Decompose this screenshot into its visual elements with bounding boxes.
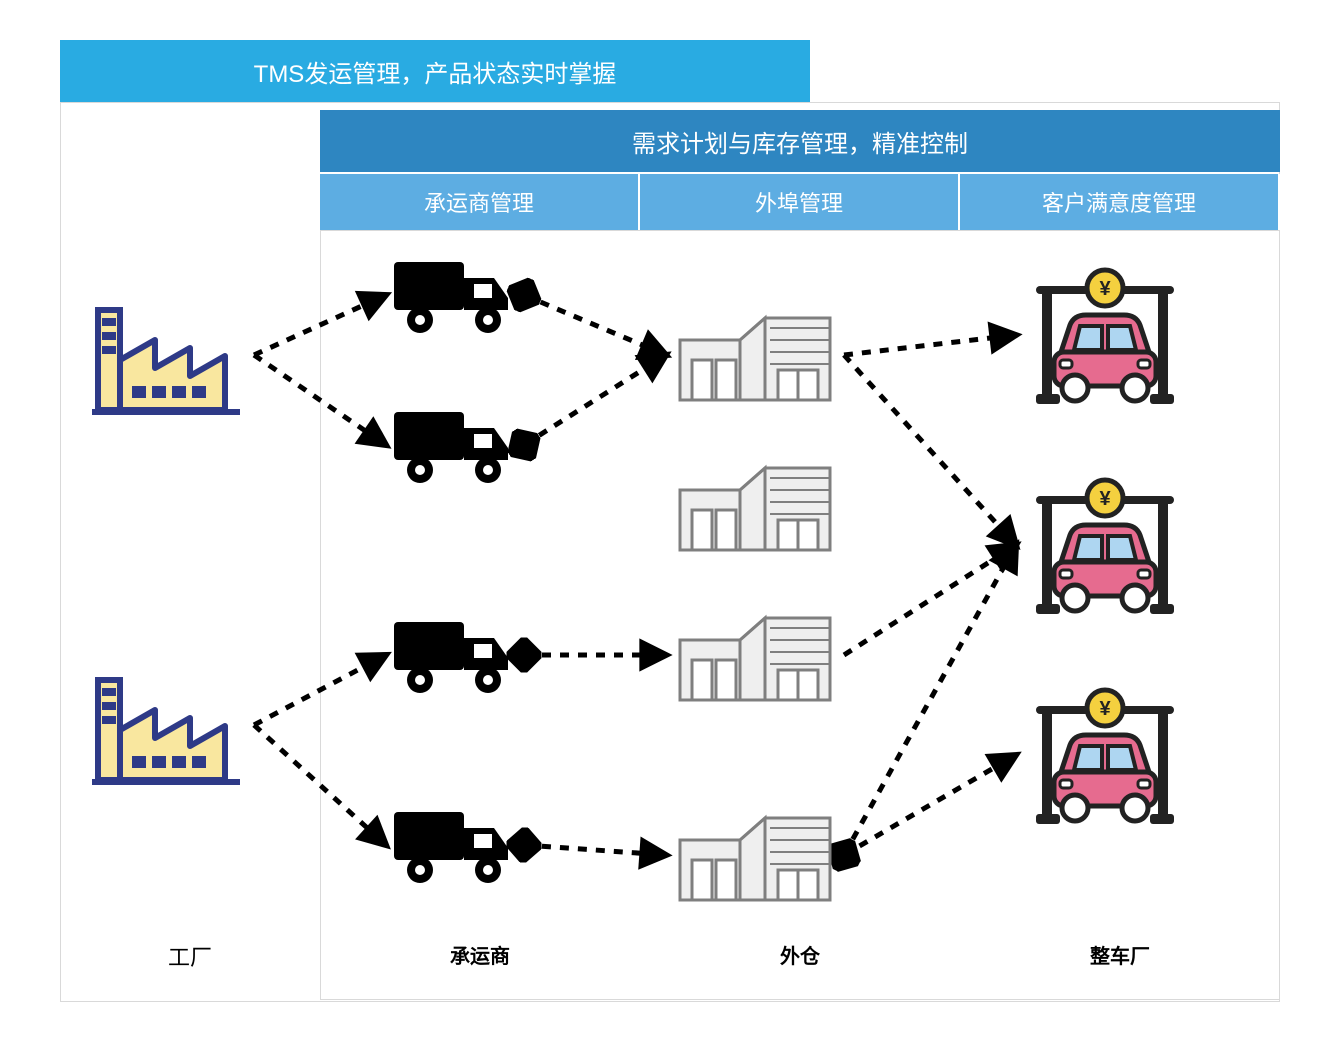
label-oem: 整车厂 [1030, 940, 1210, 969]
label-carrier: 承运商 [390, 940, 570, 969]
truck-icon [390, 800, 520, 890]
warehouse-icon [670, 800, 840, 910]
car-lift-icon: ¥ [1020, 260, 1190, 410]
subhead-satisfaction-text: 客户满意度管理 [1042, 186, 1196, 218]
truck-icon [390, 610, 520, 700]
truck-icon [390, 250, 520, 340]
subhead-external: 外埠管理 [640, 174, 960, 230]
factory-icon [90, 660, 250, 790]
label-warehouse: 外仓 [710, 940, 890, 969]
subhead-satisfaction: 客户满意度管理 [960, 174, 1280, 230]
label-factory-text: 工厂 [168, 945, 212, 970]
label-warehouse-text: 外仓 [780, 946, 820, 968]
label-carrier-text: 承运商 [450, 946, 510, 968]
label-factory: 工厂 [110, 940, 270, 972]
factory-icon [90, 290, 250, 420]
diagram-canvas: TMS发运管理，产品状态实时掌握 需求计划与库存管理，精准控制 承运商管理 外埠… [50, 40, 1286, 1014]
car-lift-icon: ¥ [1020, 470, 1190, 620]
svg-text:¥: ¥ [1099, 488, 1111, 510]
subhead-carrier-text: 承运商管理 [424, 186, 534, 218]
warehouse-icon [670, 600, 840, 710]
banner-tms: TMS发运管理，产品状态实时掌握 [60, 40, 810, 102]
warehouse-icon [670, 300, 840, 410]
banner-demand: 需求计划与库存管理，精准控制 [320, 110, 1280, 172]
svg-text:¥: ¥ [1099, 698, 1111, 720]
truck-icon [390, 400, 520, 490]
warehouse-icon [670, 450, 840, 560]
label-oem-text: 整车厂 [1090, 946, 1150, 968]
subhead-carrier: 承运商管理 [320, 174, 640, 230]
banner-demand-text: 需求计划与库存管理，精准控制 [632, 124, 968, 159]
car-lift-icon: ¥ [1020, 680, 1190, 830]
banner-tms-text: TMS发运管理，产品状态实时掌握 [254, 54, 617, 89]
svg-text:¥: ¥ [1099, 278, 1111, 300]
subhead-external-text: 外埠管理 [755, 186, 843, 218]
